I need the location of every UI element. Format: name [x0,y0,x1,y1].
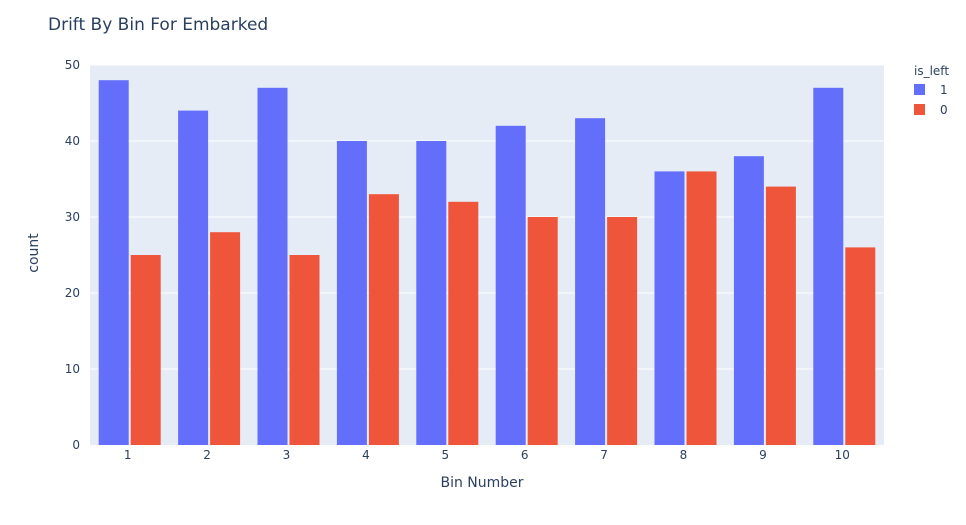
bar-series-1-bin-6[interactable] [495,125,526,446]
y-tick-labels: 0 10 20 30 40 50 [65,58,80,452]
x-tick-label: 6 [521,448,529,462]
y-tick-label: 0 [72,438,80,452]
legend-swatch [914,104,925,115]
legend-label: 1 [940,83,948,97]
legend-item-series-1[interactable]: 1 [914,83,948,97]
plot-area [90,65,884,445]
bar-series-0-bin-8[interactable] [686,171,717,445]
bar-series-0-bin-1[interactable] [130,255,161,445]
y-tick-label: 30 [65,210,80,224]
bar-series-1-bin-2[interactable] [178,110,209,445]
bar-series-1-bin-3[interactable] [257,87,288,446]
bar-series-1-bin-5[interactable] [416,141,447,445]
legend-item-series-0[interactable]: 0 [914,103,948,117]
bar-series-1-bin-10[interactable] [813,87,844,446]
bar-series-1-bin-7[interactable] [575,118,606,445]
bar-series-1-bin-1[interactable] [98,80,129,445]
x-tick-label: 9 [759,448,767,462]
x-tick-label: 10 [835,448,850,462]
bar-series-0-bin-5[interactable] [448,201,479,445]
bar-series-0-bin-10[interactable] [845,247,876,445]
bars [98,80,876,446]
legend-swatch [914,84,925,95]
x-axis-title: Bin Number [440,475,523,491]
legend-title: is_left [914,64,949,78]
chart-title: Drift By Bin For Embarked [48,15,268,35]
bar-series-1-bin-8[interactable] [654,171,685,445]
y-axis-title: count [26,233,42,273]
bar-series-0-bin-7[interactable] [607,217,638,445]
bar-series-0-bin-4[interactable] [368,194,399,445]
x-tick-label: 3 [283,448,291,462]
y-tick-label: 20 [65,286,80,300]
x-tick-label: 8 [680,448,688,462]
bar-series-1-bin-9[interactable] [733,156,764,445]
legend[interactable]: is_left 1 0 [914,64,949,117]
bar-series-0-bin-3[interactable] [289,255,320,445]
legend-label: 0 [940,103,948,117]
x-tick-labels: 1 2 3 4 5 6 7 8 9 10 [124,448,850,462]
x-tick-label: 4 [362,448,370,462]
x-tick-label: 5 [441,448,449,462]
bar-series-0-bin-2[interactable] [210,232,241,445]
bar-series-0-bin-6[interactable] [527,217,558,445]
x-tick-label: 2 [203,448,211,462]
bar-series-0-bin-9[interactable] [765,186,796,445]
x-tick-label: 7 [600,448,608,462]
x-tick-label: 1 [124,448,132,462]
bar-series-1-bin-4[interactable] [336,141,367,445]
y-tick-label: 50 [65,58,80,72]
y-tick-label: 10 [65,362,80,376]
y-tick-label: 40 [65,134,80,148]
